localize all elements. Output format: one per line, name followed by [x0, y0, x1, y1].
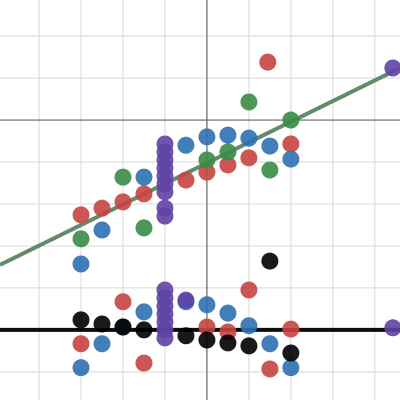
point [240, 93, 258, 111]
point [261, 161, 279, 179]
point [93, 315, 111, 333]
point [261, 252, 279, 270]
point [93, 221, 111, 239]
point [72, 206, 90, 224]
point [282, 150, 300, 168]
point [240, 317, 258, 335]
point [219, 334, 237, 352]
point [282, 111, 300, 129]
point [198, 128, 216, 146]
point [198, 318, 216, 336]
point [114, 193, 132, 211]
line [0, 66, 400, 267]
point [261, 137, 279, 155]
point [156, 329, 174, 347]
point [156, 183, 174, 201]
point [156, 207, 174, 225]
point [240, 149, 258, 167]
point [177, 136, 195, 154]
point [261, 335, 279, 353]
point [282, 344, 300, 362]
point [135, 219, 153, 237]
point [72, 230, 90, 248]
point [261, 360, 279, 378]
point [282, 359, 300, 377]
point [177, 171, 195, 189]
point [72, 359, 90, 377]
point [198, 163, 216, 181]
point [219, 126, 237, 144]
point [240, 129, 258, 147]
point [384, 59, 400, 77]
point [198, 151, 216, 169]
point [114, 168, 132, 186]
point [135, 303, 153, 321]
point [219, 156, 237, 174]
point [240, 281, 258, 299]
point [135, 168, 153, 186]
point [240, 337, 258, 355]
point [282, 135, 300, 153]
point [384, 319, 400, 337]
point [72, 255, 90, 273]
point [259, 53, 277, 71]
point [93, 199, 111, 217]
point [135, 185, 153, 203]
point [72, 335, 90, 353]
point [114, 318, 132, 336]
point [282, 320, 300, 338]
point [135, 321, 153, 339]
point [93, 335, 111, 353]
point [72, 311, 90, 329]
point [177, 291, 195, 309]
point [198, 331, 216, 349]
point [219, 143, 237, 161]
point [135, 354, 153, 372]
point [177, 327, 195, 345]
point [219, 304, 237, 322]
point [114, 293, 132, 311]
point [198, 296, 216, 314]
